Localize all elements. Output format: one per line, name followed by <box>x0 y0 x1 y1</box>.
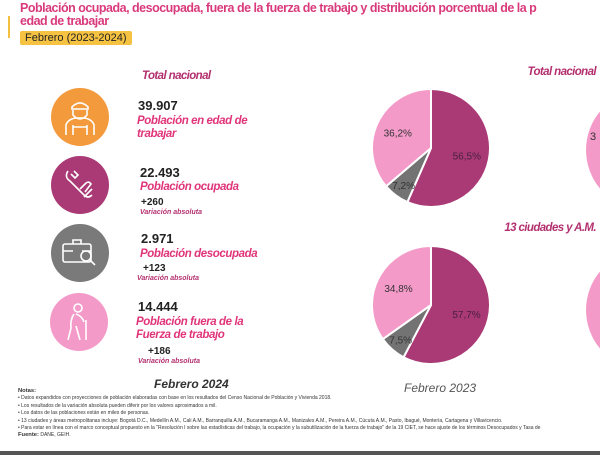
period-badge: Febrero (2023-2024) <box>20 31 132 45</box>
outside-labor-force-value: 14.444 <box>138 299 178 314</box>
page-title: Población ocupada, desocupada, fuera de … <box>20 2 592 28</box>
outside-labor-force-label: Población fuera de la Fuerza de trabajo <box>136 316 244 341</box>
right-section-title-national: Total nacional <box>527 66 597 78</box>
unemployed-value: 2.971 <box>141 231 174 246</box>
pie-slice-ocupada <box>402 244 491 365</box>
title-line-2: edad de trabajar <box>20 14 109 28</box>
outside-labor-force-change-label: Variación absoluta <box>138 358 200 365</box>
pie-label: 34,8% <box>384 284 412 295</box>
pie-slice-ocupada <box>406 87 491 208</box>
page-header: Población ocupada, desocupada, fuera de … <box>20 2 592 46</box>
source: Fuente: DANE, GEIH. <box>18 432 71 439</box>
unemployed-change-label: Variación absoluta <box>137 275 199 282</box>
partial-pie-top <box>586 111 600 189</box>
outside-labor-force-change: +186 <box>148 346 171 357</box>
unemployed-change: +123 <box>143 263 166 274</box>
pie-slice-fuera-de-la-fuerza-de-trabajo <box>371 87 432 188</box>
partial-label-top: 3 <box>590 131 596 143</box>
pie-label: 36,2% <box>384 129 412 140</box>
working-age-label: Población en edad de trabajar <box>137 115 248 140</box>
unemployed-label: Población desocupada <box>140 248 258 260</box>
pie-label: 57,7% <box>452 310 480 321</box>
working-age-value: 39.907 <box>138 98 178 113</box>
employed-change-label: Variación absoluta <box>140 209 202 216</box>
title-line-1: Población ocupada, desocupada, fuera de … <box>20 1 537 15</box>
notes: Notas: • Datos expandidos con proyeccion… <box>18 388 596 440</box>
note-line: • Los resultados de la variación absolut… <box>18 402 217 409</box>
employed-change: +260 <box>141 197 164 208</box>
partial-pie-bottom <box>586 271 600 349</box>
briefcase-search-icon <box>51 224 109 282</box>
worker-icon <box>51 88 109 146</box>
accent-bar <box>8 16 10 38</box>
note-line: • Los datos de las poblaciones están en … <box>18 410 150 417</box>
left-section-title: Total nacional <box>142 70 211 82</box>
left-period-label: Febrero 2024 <box>154 377 229 391</box>
notes-heading: Notas: <box>18 388 37 394</box>
right-period-label: Febrero 2023 <box>404 381 477 395</box>
pie-label: 7,2% <box>392 181 415 192</box>
note-line: • 13 ciudades y áreas metropolitanas inc… <box>18 417 503 424</box>
right-section-title-13-cities: 13 ciudades y A.M. <box>504 222 596 234</box>
note-line: • Para estar en línea con el marco conce… <box>18 425 541 432</box>
pie-2024-national: 56,5% 7,2% 36,2% <box>371 87 491 208</box>
pie-2023-national: 57,7% 7,5% 34,8% <box>371 244 491 365</box>
wrench-hand-icon <box>51 156 109 214</box>
pie-label: 56,5% <box>453 151 481 162</box>
bottom-bar <box>0 451 600 455</box>
pie-slice-fuera-de-la-fuerza-de-trabajo <box>371 244 432 341</box>
employed-label: Población ocupada <box>140 181 239 193</box>
note-line: • Datos expandidos con proyecciones de p… <box>18 395 332 402</box>
employed-value: 22.493 <box>140 165 180 180</box>
pie-label: 7,5% <box>389 336 412 347</box>
elderly-person-icon <box>50 293 108 351</box>
